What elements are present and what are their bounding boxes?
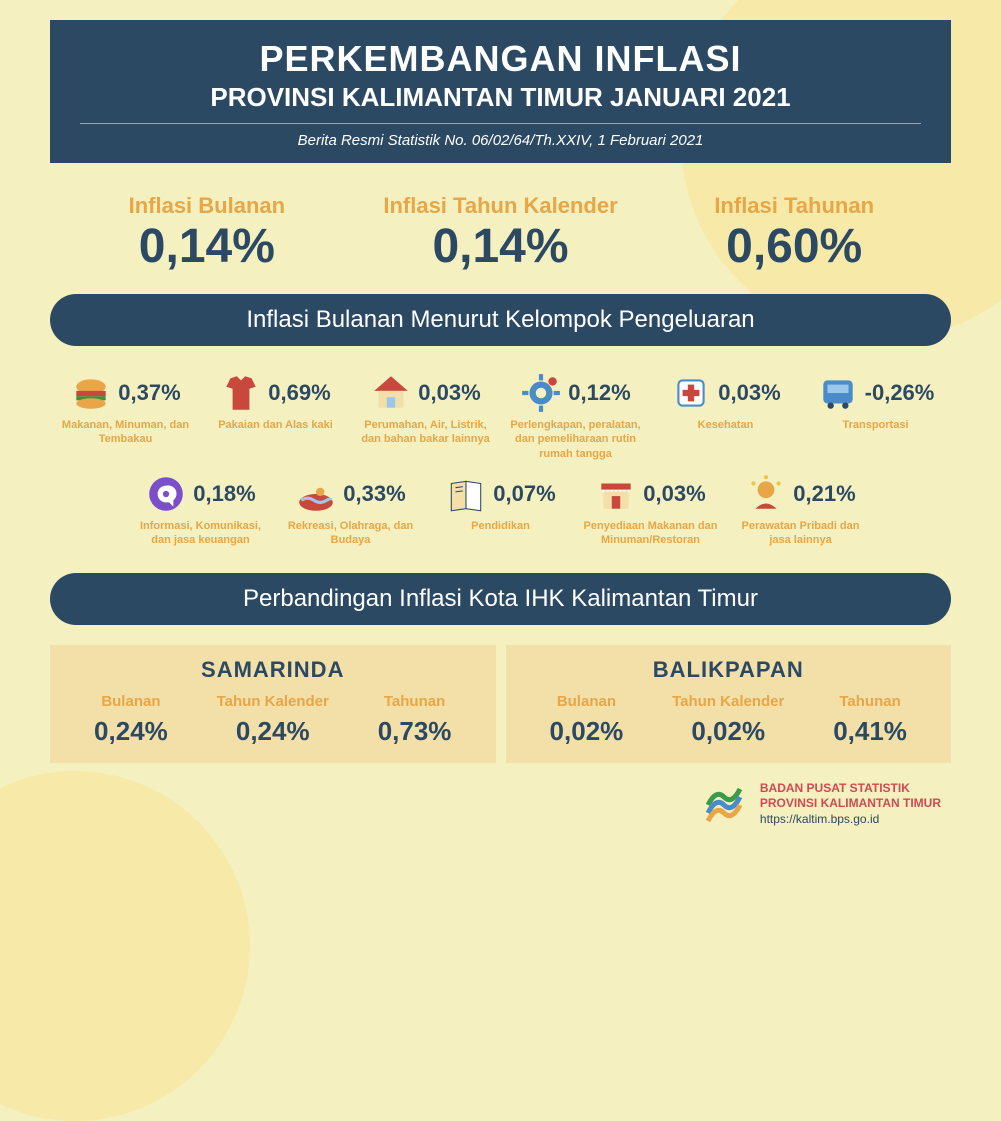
swim-icon	[295, 473, 337, 515]
top-figure: Inflasi Bulanan 0,14%	[60, 193, 354, 274]
category-label: Pendidikan	[426, 519, 576, 533]
category-label: Rekreasi, Olahraga, dan Budaya	[276, 519, 426, 548]
city-col-value: 0,02%	[516, 716, 658, 747]
city-col: Tahun Kalender 0,24%	[202, 693, 344, 747]
bps-logo-icon	[700, 777, 748, 830]
category-label: Kesehatan	[651, 418, 801, 432]
city-col-label: Bulanan	[516, 693, 658, 710]
category-value: 0,18%	[193, 481, 255, 507]
category-value: 0,03%	[418, 380, 480, 406]
header-note: Berita Resmi Statistik No. 06/02/64/Th.X…	[80, 132, 921, 149]
top-figure: Inflasi Tahun Kalender 0,14%	[354, 193, 648, 274]
category-label: Perawatan Pribadi dan jasa lainnya	[726, 519, 876, 548]
shirt-icon	[220, 372, 262, 414]
figure-label: Inflasi Tahunan	[647, 193, 941, 219]
category-label: Perumahan, Air, Listrik, dan bahan bakar…	[351, 418, 501, 447]
categories-grid: 0,37%Makanan, Minuman, dan Tembakau0,69%…	[40, 366, 961, 553]
figure-label: Inflasi Tahun Kalender	[354, 193, 648, 219]
category-value: -0,26%	[865, 380, 935, 406]
city-col-label: Tahun Kalender	[657, 693, 799, 710]
gear-icon	[520, 372, 562, 414]
category-value: 0,37%	[118, 380, 180, 406]
cities-band: Perbandingan Inflasi Kota IHK Kalimantan…	[50, 573, 951, 625]
category-item: -0,26% Transportasi	[801, 372, 951, 461]
city-col-value: 0,02%	[657, 716, 799, 747]
category-value: 0,07%	[493, 481, 555, 507]
city-columns: Bulanan 0,24% Tahun Kalender 0,24% Tahun…	[60, 693, 486, 747]
city-col: Tahun Kalender 0,02%	[657, 693, 799, 747]
header: PERKEMBANGAN INFLASI PROVINSI KALIMANTAN…	[50, 20, 951, 163]
city-col: Bulanan 0,02%	[516, 693, 658, 747]
footer-org1: BADAN PUSAT STATISTIK	[760, 781, 941, 797]
category-label: Penyediaan Makanan dan Minuman/Restoran	[576, 519, 726, 548]
category-item: 0,12% Perlengkapan, peralatan, dan pemeli…	[501, 372, 651, 461]
category-value: 0,03%	[718, 380, 780, 406]
city-col-label: Bulanan	[60, 693, 202, 710]
category-label: Informasi, Komunikasi, dan jasa keuangan	[126, 519, 276, 548]
city-card: BALIKPAPAN Bulanan 0,02% Tahun Kalender …	[506, 645, 952, 763]
city-card: SAMARINDA Bulanan 0,24% Tahun Kalender 0…	[50, 645, 496, 763]
category-label: Perlengkapan, peralatan, dan pemeliharaa…	[501, 418, 651, 461]
city-col-label: Tahunan	[799, 693, 941, 710]
footer-url: https://kaltim.bps.go.id	[760, 812, 941, 828]
figure-value: 0,60%	[647, 219, 941, 274]
category-label: Pakaian dan Alas kaki	[201, 418, 351, 432]
category-item: 0,03% Kesehatan	[651, 372, 801, 461]
cities-row: SAMARINDA Bulanan 0,24% Tahun Kalender 0…	[50, 645, 951, 763]
city-name: SAMARINDA	[60, 657, 486, 683]
category-label: Transportasi	[801, 418, 951, 432]
footer-text: BADAN PUSAT STATISTIK PROVINSI KALIMANTA…	[760, 781, 941, 828]
house-icon	[370, 372, 412, 414]
category-item: 0,07% Pendidikan	[426, 473, 576, 548]
city-col: Tahunan 0,41%	[799, 693, 941, 747]
shop-icon	[595, 473, 637, 515]
category-item: 0,03% Perumahan, Air, Listrik, dan bahan …	[351, 372, 501, 461]
category-label: Makanan, Minuman, dan Tembakau	[51, 418, 201, 447]
category-value: 0,69%	[268, 380, 330, 406]
chat-icon	[145, 473, 187, 515]
bus-icon	[817, 372, 859, 414]
category-value: 0,21%	[793, 481, 855, 507]
city-col: Bulanan 0,24%	[60, 693, 202, 747]
category-item: 0,03% Penyediaan Makanan dan Minuman/Rest…	[576, 473, 726, 548]
burger-icon	[70, 372, 112, 414]
book-icon	[445, 473, 487, 515]
footer: BADAN PUSAT STATISTIK PROVINSI KALIMANTA…	[0, 777, 941, 830]
figure-label: Inflasi Bulanan	[60, 193, 354, 219]
city-col: Tahunan 0,73%	[344, 693, 486, 747]
city-col-value: 0,24%	[202, 716, 344, 747]
figure-value: 0,14%	[354, 219, 648, 274]
top-figures: Inflasi Bulanan 0,14% Inflasi Tahun Kale…	[60, 193, 941, 274]
city-col-label: Tahunan	[344, 693, 486, 710]
figure-value: 0,14%	[60, 219, 354, 274]
category-value: 0,12%	[568, 380, 630, 406]
city-columns: Bulanan 0,02% Tahun Kalender 0,02% Tahun…	[516, 693, 942, 747]
care-icon	[745, 473, 787, 515]
city-col-value: 0,24%	[60, 716, 202, 747]
category-item: 0,33% Rekreasi, Olahraga, dan Budaya	[276, 473, 426, 548]
city-name: BALIKPAPAN	[516, 657, 942, 683]
health-icon	[670, 372, 712, 414]
category-item: 0,37% Makanan, Minuman, dan Tembakau	[51, 372, 201, 461]
header-subtitle: PROVINSI KALIMANTAN TIMUR JANUARI 2021	[80, 82, 921, 124]
city-col-label: Tahun Kalender	[202, 693, 344, 710]
category-value: 0,03%	[643, 481, 705, 507]
city-col-value: 0,73%	[344, 716, 486, 747]
category-item: 0,21% Perawatan Pribadi dan jasa lainnya	[726, 473, 876, 548]
categories-band: Inflasi Bulanan Menurut Kelompok Pengelu…	[50, 294, 951, 346]
category-item: 0,69% Pakaian dan Alas kaki	[201, 372, 351, 461]
city-col-value: 0,41%	[799, 716, 941, 747]
footer-org2: PROVINSI KALIMANTAN TIMUR	[760, 796, 941, 812]
category-value: 0,33%	[343, 481, 405, 507]
category-item: 0,18% Informasi, Komunikasi, dan jasa keu…	[126, 473, 276, 548]
header-title: PERKEMBANGAN INFLASI	[80, 38, 921, 80]
top-figure: Inflasi Tahunan 0,60%	[647, 193, 941, 274]
